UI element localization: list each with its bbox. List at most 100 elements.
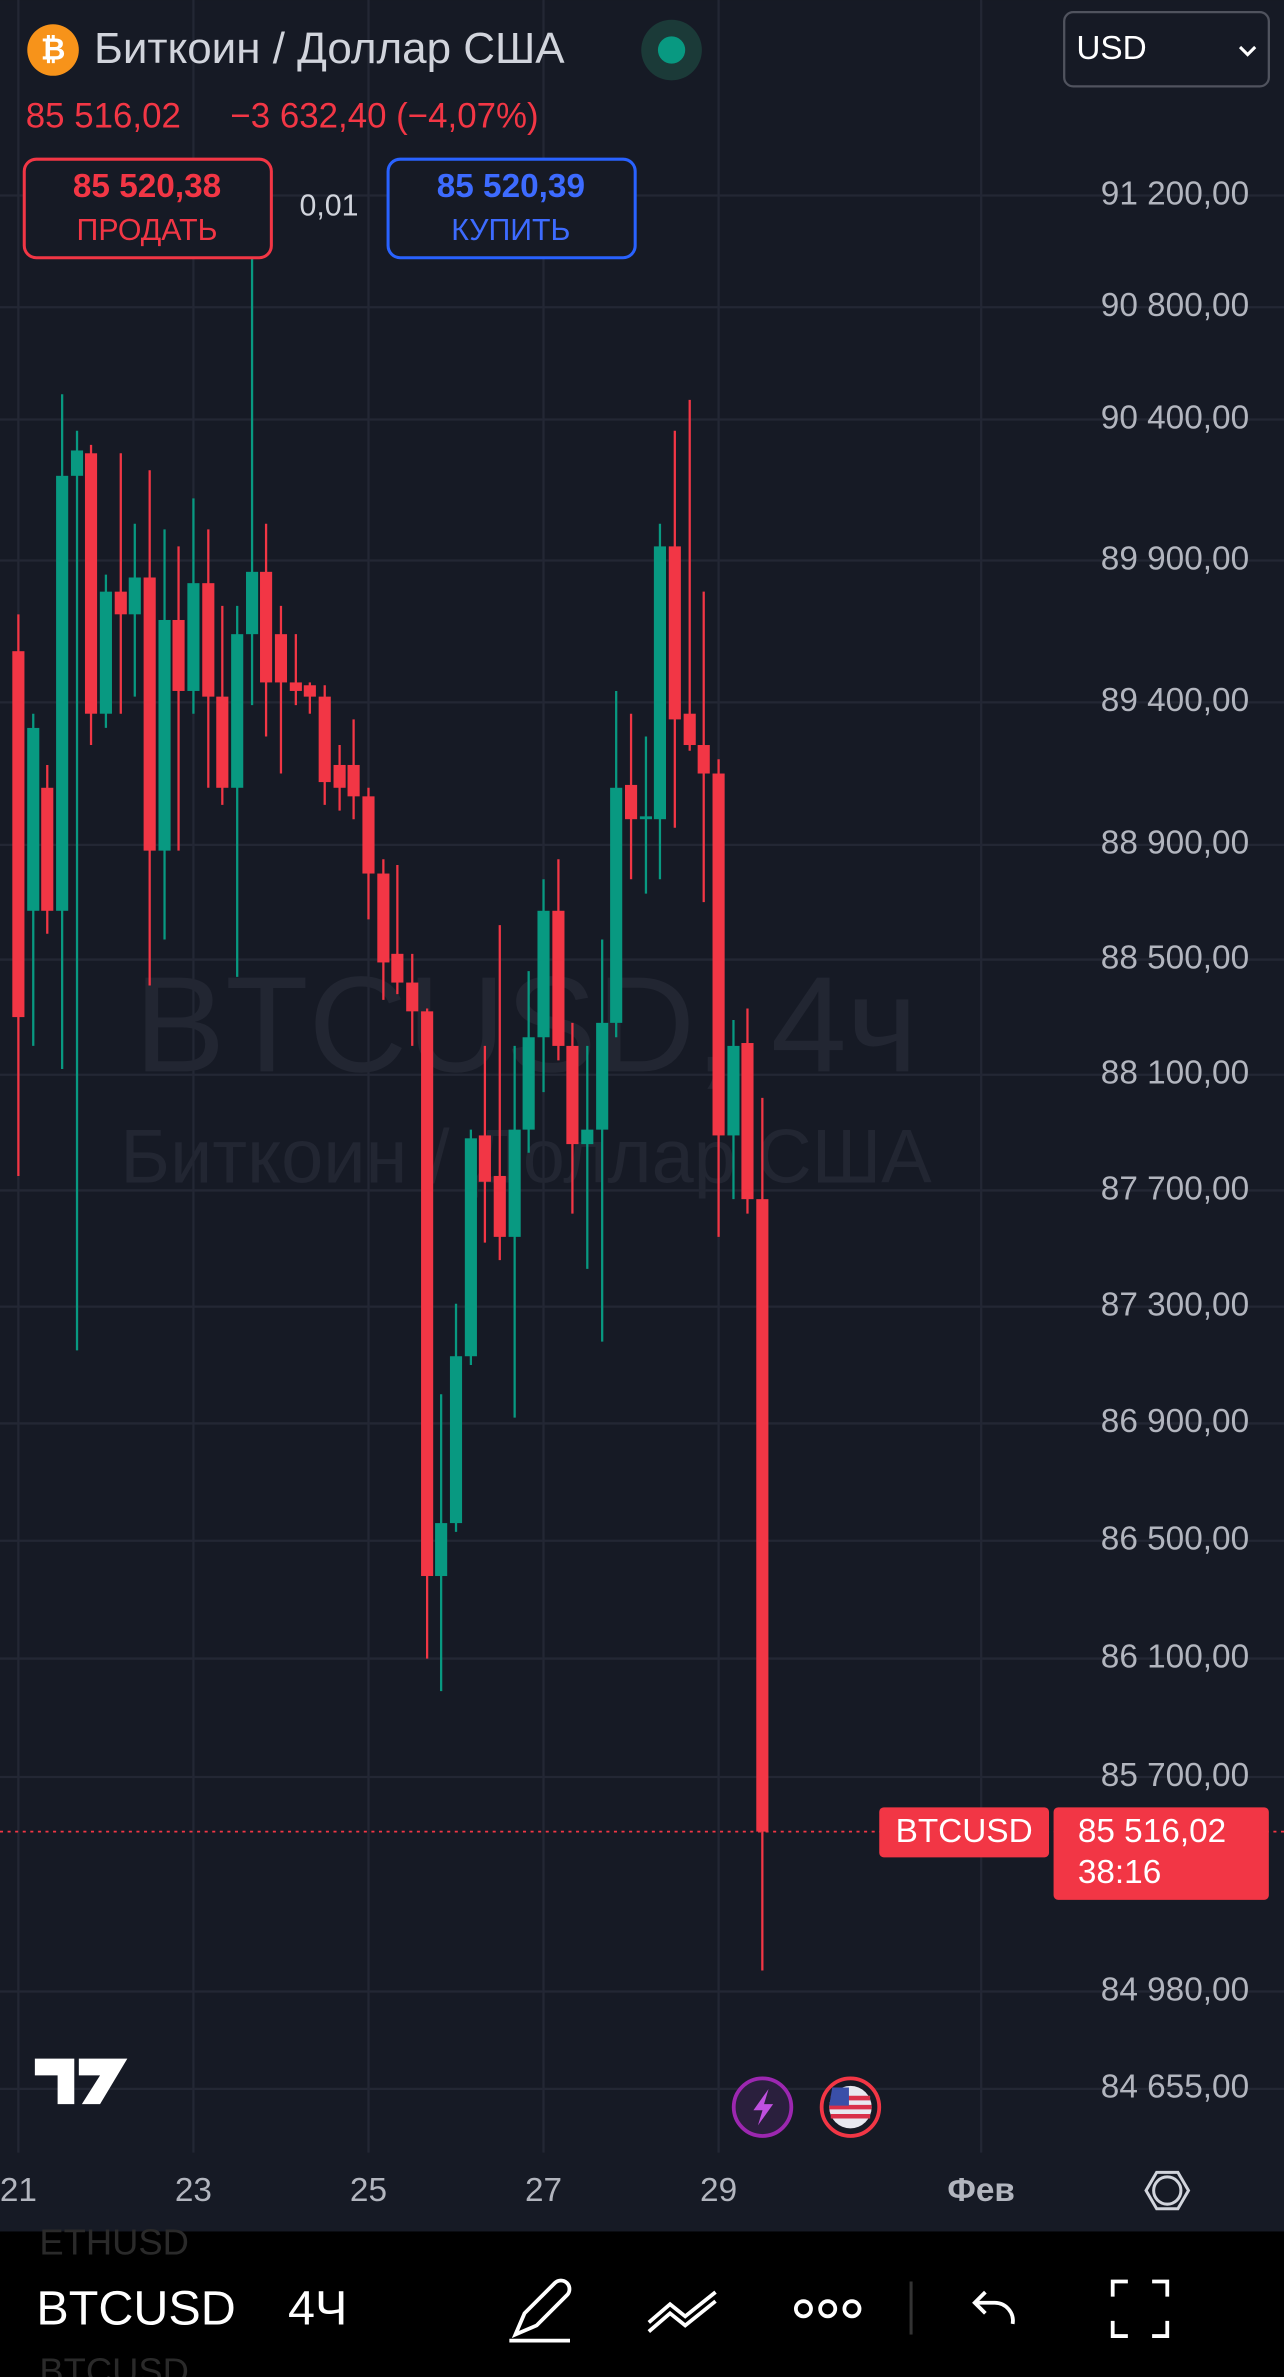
candle-body bbox=[347, 764, 360, 797]
y-tick-label: 89 400,00 bbox=[1101, 682, 1249, 719]
lightning bbox=[753, 2088, 774, 2126]
last-price-label: 85 516,02 bbox=[1078, 1813, 1226, 1850]
candle-body bbox=[552, 910, 565, 1046]
candle-body bbox=[70, 450, 84, 476]
x-tick-label: 27 bbox=[525, 2172, 562, 2209]
candle-body bbox=[639, 816, 653, 820]
candle-body bbox=[99, 591, 112, 714]
market-status-dot bbox=[657, 36, 686, 64]
candle-body bbox=[493, 1175, 506, 1237]
candle-body bbox=[362, 796, 375, 874]
candle-body bbox=[303, 685, 316, 697]
candle-body bbox=[712, 773, 725, 1136]
candle-body bbox=[12, 651, 25, 1018]
candle-body bbox=[56, 475, 69, 911]
candle-body bbox=[537, 910, 550, 1038]
x-tick-label: 25 bbox=[350, 2172, 387, 2209]
tv-logo[interactable] bbox=[34, 2058, 128, 2105]
toolbar-interval[interactable]: 4Ч bbox=[288, 2282, 347, 2336]
candle-body bbox=[624, 784, 638, 820]
toolbar bbox=[0, 2231, 1284, 2377]
y-tick-label: 88 900,00 bbox=[1101, 825, 1249, 862]
sell-label: ПРОДАТЬ bbox=[77, 214, 218, 247]
flag-canton bbox=[829, 2087, 849, 2106]
bitcoin-glyph: ₿ bbox=[41, 34, 66, 67]
spread: 0,01 bbox=[299, 190, 358, 223]
y-tick-label: 88 500,00 bbox=[1101, 939, 1249, 976]
symbol-list-below: BTCUSD bbox=[39, 2351, 189, 2377]
sell-button[interactable] bbox=[22, 157, 273, 260]
candle-body bbox=[143, 577, 156, 851]
candle-body bbox=[187, 583, 200, 691]
candle-body bbox=[128, 577, 141, 615]
lines-icon[interactable] bbox=[647, 2290, 717, 2333]
sell-price: 85 520,38 bbox=[73, 168, 221, 205]
y-tick-label: 84 980,00 bbox=[1101, 1971, 1249, 2008]
symbol-list-above: ETHUSD bbox=[39, 2222, 189, 2263]
candle-body bbox=[566, 1045, 579, 1145]
candle-body bbox=[246, 571, 259, 635]
candle-body bbox=[449, 1356, 463, 1524]
y-tick-label: 86 100,00 bbox=[1101, 1638, 1249, 1675]
buy-button[interactable] bbox=[386, 157, 637, 260]
candle-body bbox=[260, 571, 273, 683]
buy-price: 85 520,39 bbox=[437, 168, 585, 205]
countdown-label: 38:16 bbox=[1078, 1854, 1161, 1891]
candle-body bbox=[435, 1523, 448, 1577]
x-tick-label: 29 bbox=[700, 2172, 737, 2209]
candle-body bbox=[727, 1045, 740, 1136]
y-tick-label: 88 100,00 bbox=[1101, 1055, 1249, 1092]
currency-label: USD bbox=[1076, 30, 1146, 67]
undo-icon[interactable] bbox=[972, 2290, 1015, 2325]
candle-body bbox=[478, 1135, 491, 1182]
y-tick-label: 86 500,00 bbox=[1101, 1521, 1249, 1558]
dropdown-arrow bbox=[1238, 45, 1257, 57]
candle-body bbox=[697, 745, 710, 774]
grid bbox=[0, 0, 1284, 2153]
y-tick-label: 87 300,00 bbox=[1101, 1286, 1249, 1323]
candle-body bbox=[683, 713, 696, 746]
header-price: 85 516,02 bbox=[26, 96, 181, 135]
candle-body bbox=[391, 953, 404, 983]
candle-body bbox=[522, 1037, 535, 1130]
candle-body bbox=[41, 787, 54, 911]
candle-body bbox=[289, 682, 302, 691]
candle-body bbox=[464, 1138, 477, 1357]
candles bbox=[0, 256, 1284, 1971]
candle-body bbox=[84, 453, 98, 714]
buy-label: КУПИТЬ bbox=[451, 214, 570, 247]
y-tick-label: 90 800,00 bbox=[1101, 287, 1249, 324]
candle-body bbox=[216, 696, 229, 788]
y-tick-label: 91 200,00 bbox=[1101, 175, 1249, 212]
candle-body bbox=[406, 982, 419, 1012]
symbol-title[interactable]: Биткоин / Доллар США bbox=[94, 24, 565, 73]
draw-icon[interactable] bbox=[509, 2278, 572, 2343]
y-tick-label: 85 700,00 bbox=[1101, 1757, 1249, 1794]
candle-body bbox=[508, 1129, 521, 1237]
y-tick-label: 87 700,00 bbox=[1101, 1170, 1249, 1207]
time-axis: 21 23 25 27 29 Фев bbox=[0, 2172, 1015, 2209]
x-tick-label: 23 bbox=[175, 2172, 212, 2209]
price-axis: 91 200,00 90 800,00 90 400,00 89 900,00 89 4… bbox=[879, 175, 1269, 2106]
candle-body bbox=[610, 787, 623, 1023]
x-tick-label: Фев bbox=[947, 2172, 1015, 2209]
settings-icon[interactable] bbox=[1152, 2175, 1183, 2206]
currency-select[interactable] bbox=[1063, 10, 1270, 88]
candle-body bbox=[756, 1199, 769, 1832]
candle-body bbox=[274, 634, 288, 683]
bitcoin-icon bbox=[27, 24, 79, 76]
candle-body bbox=[333, 764, 346, 788]
candle-body bbox=[27, 727, 40, 911]
toolbar-symbol[interactable]: BTCUSD bbox=[36, 2282, 235, 2336]
candle-body bbox=[377, 873, 390, 963]
fullscreen-icon[interactable] bbox=[1110, 2279, 1170, 2338]
candle-body bbox=[231, 634, 244, 788]
more-icon[interactable] bbox=[793, 2299, 862, 2319]
last-price-tag bbox=[1053, 1807, 1269, 1900]
header-change: −3 632,40 (−4,07%) bbox=[230, 96, 538, 135]
candle-body bbox=[668, 546, 681, 720]
candle-body bbox=[114, 591, 127, 615]
